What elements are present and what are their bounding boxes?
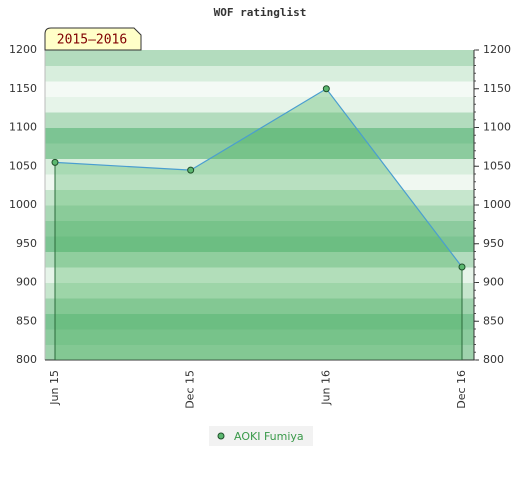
point xyxy=(187,166,195,174)
y-tick-label: 1150 xyxy=(9,82,37,95)
y-tick-label: 1200 xyxy=(9,43,37,56)
background-band xyxy=(45,298,474,314)
line xyxy=(54,87,463,268)
y2-tick-label: 800 xyxy=(483,353,504,366)
y2-tick-label: 1000 xyxy=(483,198,511,211)
y2-tick-label: 900 xyxy=(483,276,504,289)
background-band xyxy=(45,329,474,345)
y-tick-label: 900 xyxy=(16,276,37,289)
point xyxy=(458,263,466,271)
y-tick-label: 1050 xyxy=(9,159,37,172)
y2-tick-label: 850 xyxy=(483,314,504,327)
x-tick-label: Dec 15 xyxy=(184,370,197,409)
point xyxy=(322,85,330,93)
background-band xyxy=(45,112,474,128)
background-band xyxy=(45,251,474,268)
background-band xyxy=(45,313,474,330)
background-band xyxy=(45,174,474,190)
y2-tick-label: 1150 xyxy=(483,82,511,95)
y2-tick-label: 1100 xyxy=(483,121,511,134)
background-band xyxy=(45,189,474,206)
background-band xyxy=(45,50,474,66)
area xyxy=(55,88,462,360)
background-band xyxy=(45,344,474,361)
background-band xyxy=(45,236,474,252)
chart-title: WOF ratinglist xyxy=(214,6,307,19)
y2-tick-label: 1200 xyxy=(483,43,511,56)
y-tick-label: 950 xyxy=(16,237,37,250)
background-band xyxy=(45,205,474,221)
legend-marker xyxy=(217,432,225,440)
legend-label: AOKI Fumiya xyxy=(234,430,304,443)
y-tick-label: 850 xyxy=(16,314,37,327)
legend-box xyxy=(209,426,313,446)
background-band xyxy=(45,220,474,237)
x-tick-label: Jun 15 xyxy=(48,370,61,406)
annotation: 2015–2016 xyxy=(57,33,127,48)
y-tick-label: 1100 xyxy=(9,121,37,134)
background-band xyxy=(45,282,474,299)
x-tick-label: Dec 16 xyxy=(455,370,468,409)
y-tick-label: 800 xyxy=(16,353,37,366)
background-band xyxy=(45,65,474,82)
point xyxy=(51,158,59,166)
background-band xyxy=(45,267,474,283)
background-band xyxy=(45,143,474,159)
background-band xyxy=(45,96,474,113)
y2-tick-label: 1050 xyxy=(483,159,511,172)
background-band xyxy=(45,158,474,175)
y2-tick-label: 950 xyxy=(483,237,504,250)
background-band xyxy=(45,81,474,97)
annotation-box xyxy=(44,27,142,51)
background-band xyxy=(45,127,474,144)
x-tick-label: Jun 16 xyxy=(319,370,332,406)
y-tick-label: 1000 xyxy=(9,198,37,211)
